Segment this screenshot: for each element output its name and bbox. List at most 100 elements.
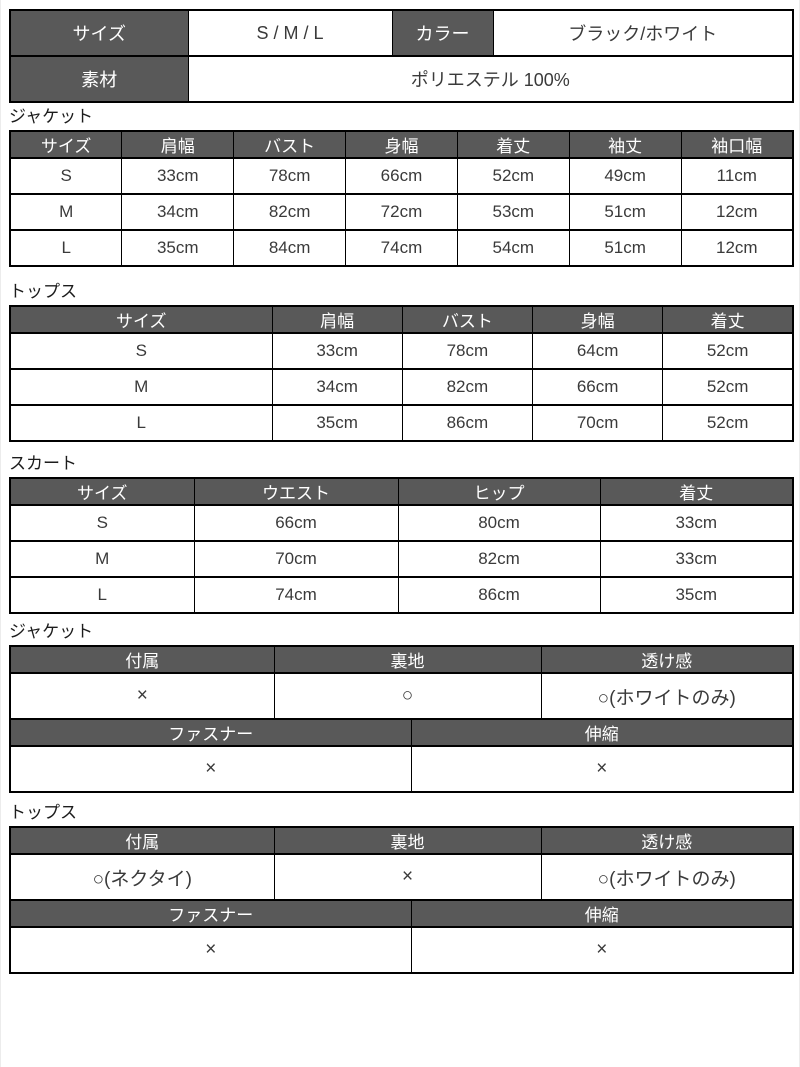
- table-row: M 34cm 82cm 66cm 52cm: [9, 368, 794, 406]
- jacket-spec-table-2: ファスナー 伸縮 × ×: [9, 718, 794, 793]
- table-row: L 35cm 84cm 74cm 54cm 51cm 12cm: [9, 229, 794, 267]
- measure-cell: 52cm: [662, 404, 794, 442]
- column-header: 裏地: [273, 826, 542, 855]
- measure-cell: 74cm: [345, 229, 458, 267]
- size-cell: S: [9, 157, 123, 195]
- material-label-cell: 素材: [9, 55, 189, 103]
- measure-cell: 34cm: [271, 368, 403, 406]
- summary-row-size-color: サイズ S / M / L カラー ブラック/ホワイト: [9, 9, 794, 57]
- section-label-tops-size: トップス: [9, 282, 77, 301]
- size-cell: L: [9, 576, 195, 614]
- size-cell: M: [9, 368, 273, 406]
- summary-row-material: 素材 ポリエステル 100%: [9, 55, 794, 103]
- measure-cell: 33cm: [271, 332, 403, 370]
- measure-cell: 70cm: [193, 540, 399, 578]
- column-header: 着丈: [456, 130, 570, 159]
- table-row: × ○ ○(ホワイトのみ): [9, 672, 794, 720]
- spec-mark-cell: ○: [273, 672, 542, 720]
- table-row: S 33cm 78cm 64cm 52cm: [9, 332, 794, 370]
- table-row: ○(ネクタイ) × ○(ホワイトのみ): [9, 853, 794, 901]
- measure-cell: 52cm: [456, 157, 570, 195]
- spec-mark-cell: ×: [9, 926, 412, 974]
- measure-cell: 34cm: [121, 193, 235, 231]
- size-cell: L: [9, 229, 123, 267]
- spec-mark-cell: ×: [9, 672, 275, 720]
- measure-cell: 53cm: [456, 193, 570, 231]
- measure-cell: 82cm: [401, 368, 534, 406]
- measure-cell: 74cm: [193, 576, 399, 614]
- size-cell: M: [9, 540, 195, 578]
- jacket-spec-header-row: 付属 裏地 透け感: [9, 645, 794, 674]
- column-header: バスト: [233, 130, 347, 159]
- spec-mark-cell: ×: [410, 745, 794, 793]
- column-header: 身幅: [531, 305, 664, 334]
- table-row: L 74cm 86cm 35cm: [9, 576, 794, 614]
- table-row: S 66cm 80cm 33cm: [9, 504, 794, 542]
- section-label-jacket-size: ジャケット: [9, 107, 94, 126]
- measure-cell: 35cm: [599, 576, 794, 614]
- section-label-skirt-size: スカート: [9, 454, 77, 473]
- measure-cell: 84cm: [233, 229, 347, 267]
- measure-cell: 64cm: [531, 332, 664, 370]
- summary-table: サイズ S / M / L カラー ブラック/ホワイト 素材 ポリエステル 10…: [9, 9, 794, 103]
- table-row: × ×: [9, 926, 794, 974]
- column-header: サイズ: [9, 305, 273, 334]
- column-header: 裏地: [273, 645, 542, 674]
- skirt-size-table: サイズ ウエスト ヒップ 着丈 S 66cm 80cm 33cm M 70cm …: [9, 477, 794, 614]
- column-header: バスト: [401, 305, 534, 334]
- size-value-cell: S / M / L: [187, 9, 393, 57]
- measure-cell: 66cm: [531, 368, 664, 406]
- tops-spec-table-2: ファスナー 伸縮 × ×: [9, 899, 794, 974]
- measure-cell: 82cm: [397, 540, 601, 578]
- size-cell: L: [9, 404, 273, 442]
- size-cell: M: [9, 193, 123, 231]
- column-header: 付属: [9, 826, 275, 855]
- column-header: サイズ: [9, 477, 195, 506]
- measure-cell: 33cm: [599, 504, 794, 542]
- table-row: M 34cm 82cm 72cm 53cm 51cm 12cm: [9, 193, 794, 231]
- measure-cell: 66cm: [193, 504, 399, 542]
- column-header: 透け感: [540, 645, 794, 674]
- color-value-cell: ブラック/ホワイト: [492, 9, 794, 57]
- measure-cell: 78cm: [233, 157, 347, 195]
- jacket-size-header-row: サイズ 肩幅 バスト 身幅 着丈 袖丈 袖口幅: [9, 130, 794, 159]
- tops-spec-table-1: 付属 裏地 透け感 ○(ネクタイ) × ○(ホワイトのみ): [9, 826, 794, 901]
- tops-size-table: サイズ 肩幅 バスト 身幅 着丈 S 33cm 78cm 64cm 52cm M…: [9, 305, 794, 442]
- measure-cell: 52cm: [662, 332, 794, 370]
- measure-cell: 82cm: [233, 193, 347, 231]
- table-row: × ×: [9, 745, 794, 793]
- tops-spec-header-row: ファスナー 伸縮: [9, 899, 794, 928]
- material-value-cell: ポリエステル 100%: [187, 55, 794, 103]
- color-label-cell: カラー: [391, 9, 494, 57]
- measure-cell: 70cm: [531, 404, 664, 442]
- jacket-spec-header-row: ファスナー 伸縮: [9, 718, 794, 747]
- measure-cell: 86cm: [401, 404, 534, 442]
- spec-mark-cell: ○(ホワイトのみ): [540, 853, 794, 901]
- size-label-cell: サイズ: [9, 9, 189, 57]
- spec-mark-cell: ○(ネクタイ): [9, 853, 275, 901]
- column-header: 透け感: [540, 826, 794, 855]
- section-label-tops-spec: トップス: [9, 803, 77, 822]
- spec-mark-cell: ○(ホワイトのみ): [540, 672, 794, 720]
- measure-cell: 72cm: [345, 193, 458, 231]
- measure-cell: 51cm: [568, 229, 682, 267]
- measure-cell: 33cm: [121, 157, 235, 195]
- spec-mark-cell: ×: [9, 745, 412, 793]
- jacket-size-table: サイズ 肩幅 バスト 身幅 着丈 袖丈 袖口幅 S 33cm 78cm 66cm…: [9, 130, 794, 267]
- column-header: ヒップ: [397, 477, 601, 506]
- measure-cell: 52cm: [662, 368, 794, 406]
- column-header: 伸縮: [410, 899, 794, 928]
- measure-cell: 86cm: [397, 576, 601, 614]
- measure-cell: 49cm: [568, 157, 682, 195]
- column-header: 着丈: [599, 477, 794, 506]
- measure-cell: 78cm: [401, 332, 534, 370]
- column-header: ファスナー: [9, 718, 412, 747]
- section-label-jacket-spec: ジャケット: [9, 622, 94, 641]
- measure-cell: 12cm: [680, 229, 794, 267]
- column-header: ファスナー: [9, 899, 412, 928]
- measure-cell: 35cm: [271, 404, 403, 442]
- column-header: 身幅: [345, 130, 458, 159]
- size-cell: S: [9, 332, 273, 370]
- measure-cell: 80cm: [397, 504, 601, 542]
